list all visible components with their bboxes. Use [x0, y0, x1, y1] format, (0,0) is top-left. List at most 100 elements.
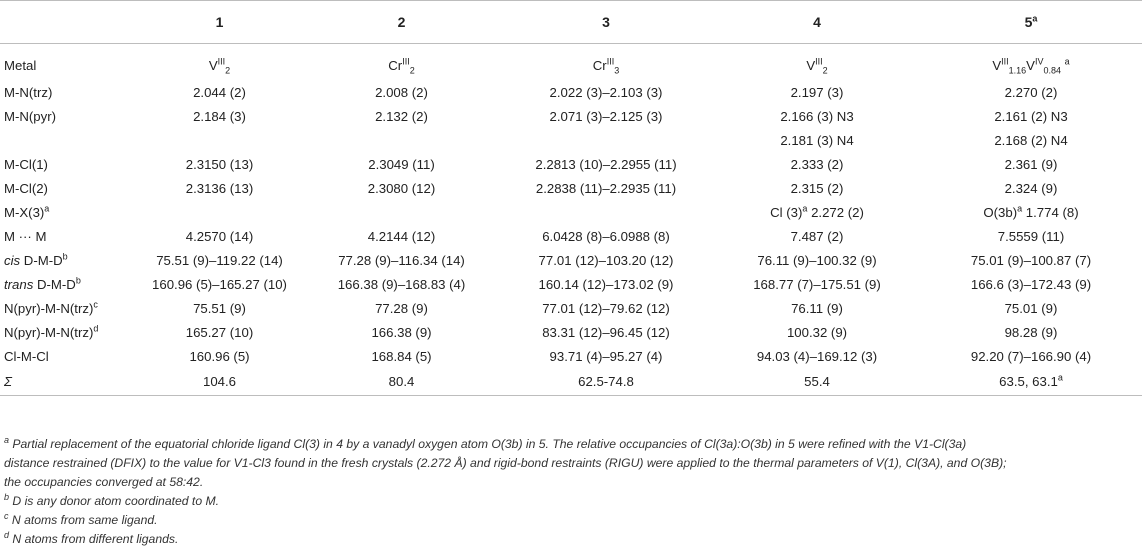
table-cell: 2.361 (9)	[1004, 156, 1058, 172]
table-row: 2.181 (3) N4 2.168 (2) N4	[0, 128, 1142, 152]
table-cell	[498, 200, 714, 224]
table-cell: 77.01 (12)–103.20 (12)	[538, 252, 674, 268]
table-cell: 76.11 (9)	[791, 300, 843, 316]
table-cell: 2.333 (2)	[790, 156, 844, 172]
header-col-5: 5a	[920, 0, 1142, 44]
metal-cell: VIII1.16VIV0.84 a	[992, 56, 1070, 76]
table-cell: 76.11 (9)–100.32 (9)	[757, 252, 877, 268]
table-cell: 2.270 (2)	[1004, 84, 1058, 100]
table-cell: Cl (3)a 2.272 (2)	[770, 203, 864, 220]
footnote-b: b D is any donor atom coordinated to M.	[4, 491, 220, 508]
table-footnotes: a Partial replacement of the equatorial …	[4, 435, 1134, 549]
table-cell: 160.14 (12)–173.02 (9)	[538, 276, 674, 292]
table-row: cis D-M-Db 75.51 (9)–119.22 (14) 77.28 (…	[0, 248, 1142, 272]
table-cell: 166.6 (3)–172.43 (9)	[970, 276, 1092, 292]
metal-cell: VIII2	[208, 56, 231, 76]
table-cell: 2.161 (2) N3	[994, 108, 1068, 124]
table-cell: 62.5-74.8	[498, 368, 714, 396]
table-cell: 2.3150 (13)	[185, 156, 254, 172]
metal-cell: VIII2	[806, 56, 828, 76]
table-row: trans D-M-Db 160.96 (5)–165.27 (10) 166.…	[0, 272, 1142, 296]
metal-cell: CrIII3	[592, 56, 620, 76]
table-cell: 77.01 (12)–79.62 (12)	[542, 300, 670, 316]
table-row: Cl-M-Cl 160.96 (5) 168.84 (5) 93.71 (4)–…	[0, 344, 1142, 368]
table-cell: 83.31 (12)–96.45 (12)	[542, 324, 670, 340]
table-cell: 166.38 (9)	[371, 324, 432, 340]
table-cell: 98.28 (9)	[1004, 324, 1058, 340]
table-cell: 2.3049 (11)	[368, 156, 435, 172]
table-row: M-Cl(2) 2.3136 (13) 2.3080 (12) 2.2838 (…	[0, 176, 1142, 200]
table-cell: 2.022 (3)–2.103 (3)	[549, 84, 663, 100]
table-cell: 75.01 (9)–100.87 (7)	[970, 252, 1092, 268]
header-col-2: 2	[305, 0, 498, 44]
row-label: M-Cl(1)	[4, 156, 48, 172]
table-cell: 2.008 (2)	[375, 84, 428, 100]
row-label: M-N(pyr)	[4, 108, 57, 124]
table-cell: 75.51 (9)	[193, 300, 246, 316]
table-cell: 160.96 (5)–165.27 (10)	[152, 276, 287, 292]
footnote-a: a Partial replacement of the equatorial …	[4, 434, 967, 451]
row-label: Metal	[4, 57, 37, 73]
table-cell: 75.01 (9)	[1004, 300, 1058, 316]
row-label: cis D-M-Db	[4, 251, 68, 268]
table-cell: 77.28 (9)	[375, 300, 428, 316]
table-cell: 2.168 (2) N4	[994, 132, 1068, 148]
table-cell: 168.84 (5)	[371, 348, 432, 364]
table-cell: 2.044 (2)	[193, 84, 246, 100]
table-cell: 2.181 (3) N4	[780, 132, 854, 148]
table-row: M-X(3)a Cl (3)a 2.272 (2) O(3b)a 1.774 (…	[0, 200, 1142, 224]
table-cell: 2.2838 (11)–2.2935 (11)	[535, 180, 677, 196]
table-row-metal: Metal VIII2 CrIII2 CrIII3 VIII2 VIII1.16…	[0, 44, 1142, 81]
table-row: M ··· M 4.2570 (14) 4.2144 (12) 6.0428 (…	[0, 224, 1142, 248]
footnote-a-cont: distance restrained (DFIX) to the value …	[4, 456, 1007, 470]
table-cell: 104.6	[134, 368, 305, 396]
table-row: N(pyr)-M-N(trz)c 75.51 (9) 77.28 (9) 77.…	[0, 296, 1142, 320]
table-cell	[305, 200, 498, 224]
table-cell: 2.166 (3) N3	[780, 108, 854, 124]
row-label: M ··· M	[4, 228, 47, 244]
table-cell: 100.32 (9)	[786, 324, 848, 340]
table-cell: 2.3136 (13)	[185, 180, 254, 196]
row-label: M-Cl(2)	[4, 180, 48, 196]
table-row: M-N(trz) 2.044 (2) 2.008 (2) 2.022 (3)–2…	[0, 80, 1142, 104]
table-cell: 165.27 (10)	[185, 324, 254, 340]
header-col-1: 1	[134, 0, 305, 44]
table-cell: 92.20 (7)–166.90 (4)	[970, 348, 1092, 364]
table-cell	[305, 128, 498, 152]
table-cell: 2.315 (2)	[790, 180, 844, 196]
row-label: N(pyr)-M-N(trz)c	[4, 299, 98, 316]
table-cell: 2.2813 (10)–2.2955 (11)	[535, 156, 677, 172]
table-cell: 2.3080 (12)	[367, 180, 436, 196]
table-row-sigma: Σ 104.6 80.4 62.5-74.8 55.4 63.5, 63.1a	[0, 368, 1142, 396]
footnote-a-cont: the occupancies converged at 58:42.	[4, 475, 204, 489]
table-cell: 93.71 (4)–95.27 (4)	[549, 348, 663, 364]
header-empty	[0, 0, 134, 44]
table-cell	[498, 128, 714, 152]
table-cell: 6.0428 (8)–6.0988 (8)	[542, 228, 670, 244]
row-label: Cl-M-Cl	[4, 348, 49, 364]
header-col-4: 4	[714, 0, 920, 44]
table-cell: 94.03 (4)–169.12 (3)	[756, 348, 878, 364]
row-label: Σ	[0, 368, 134, 396]
table-cell: 77.28 (9)–116.34 (14)	[338, 252, 465, 268]
bond-parameters-table: 1 2 3 4 5a Metal VIII2 CrIII2 CrIII3 VII…	[0, 0, 1142, 396]
row-label: N(pyr)-M-N(trz)d	[4, 323, 99, 340]
table-cell: 2.184 (3)	[193, 108, 246, 124]
table-cell: 166.38 (9)–168.83 (4)	[337, 276, 466, 292]
table-row: M-N(pyr) 2.184 (3) 2.132 (2) 2.071 (3)–2…	[0, 104, 1142, 128]
table-cell: O(3b)a 1.774 (8)	[983, 203, 1079, 220]
row-label: M-N(trz)	[4, 84, 53, 100]
row-label: M-X(3)a	[4, 203, 50, 220]
table-cell: 7.487 (2)	[790, 228, 844, 244]
table-cell: 55.4	[714, 368, 920, 396]
footnote-mark: a	[1032, 13, 1038, 24]
table-cell	[134, 200, 305, 224]
footnote-d: d N atoms from different ligands.	[4, 529, 179, 546]
table-cell: 4.2570 (14)	[185, 228, 254, 244]
data-table-container: 1 2 3 4 5a Metal VIII2 CrIII2 CrIII3 VII…	[0, 0, 1142, 396]
table-cell	[134, 128, 305, 152]
header-row: 1 2 3 4 5a	[0, 0, 1142, 44]
metal-cell: CrIII2	[388, 56, 415, 76]
table-row: M-Cl(1) 2.3150 (13) 2.3049 (11) 2.2813 (…	[0, 152, 1142, 176]
table-cell: 168.77 (7)–175.51 (9)	[753, 276, 881, 292]
